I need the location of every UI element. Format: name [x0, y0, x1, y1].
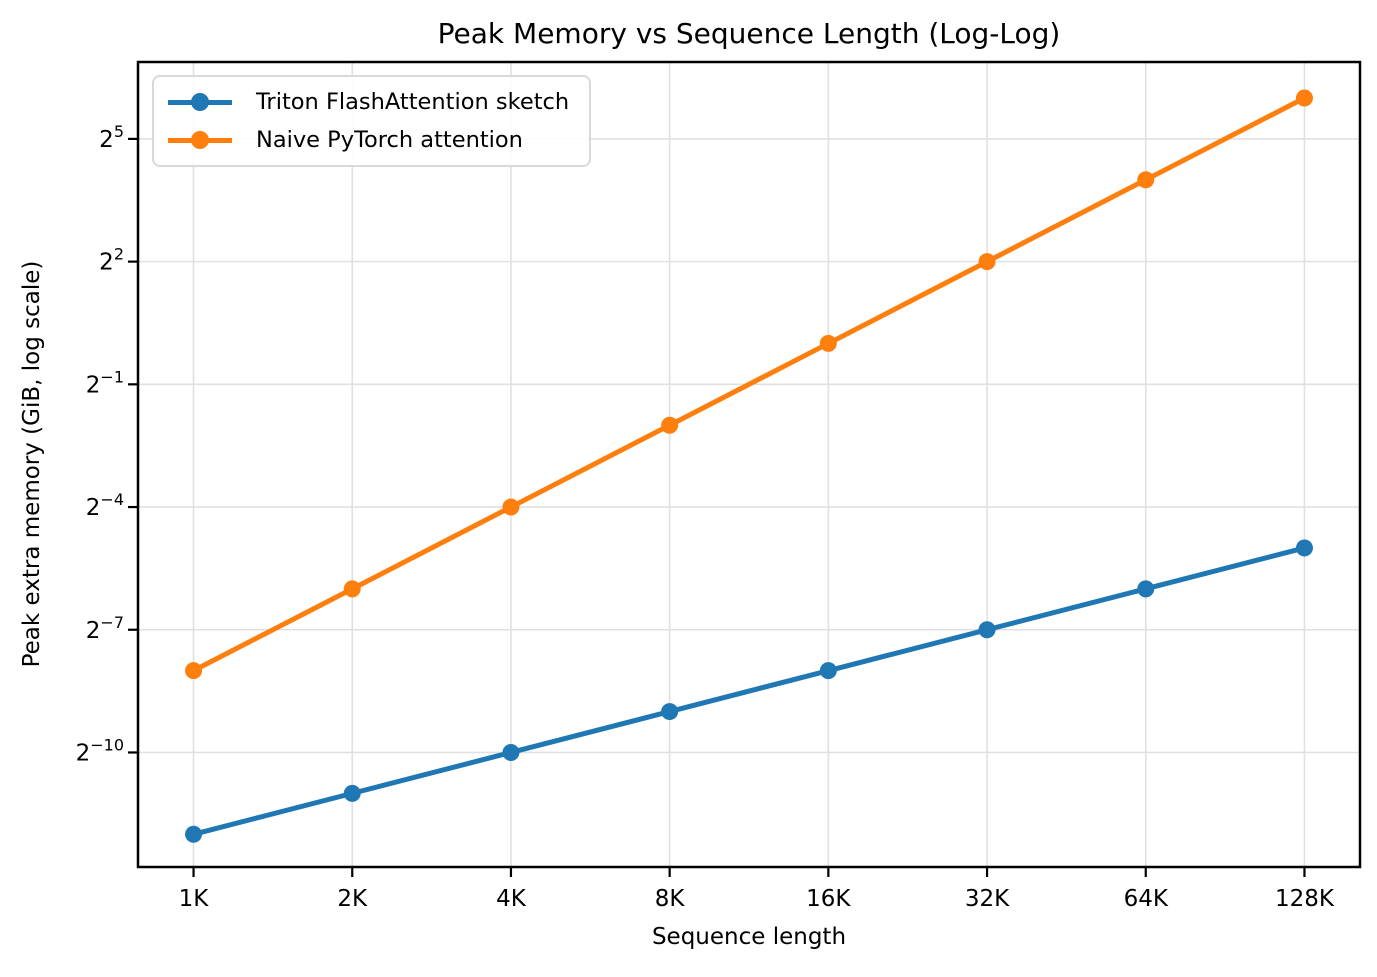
data-point-1-1K: [185, 662, 203, 680]
x-tick-label-1K: 1K: [179, 886, 210, 912]
data-point-1-8K: [661, 416, 679, 434]
x-tick-label-64K: 64K: [1124, 886, 1169, 912]
legend-item-triton: Triton FlashAttention sketch: [168, 89, 569, 115]
y-tick-label-2^5: 25: [99, 122, 124, 153]
y-tick-label-2^-10: 2−10: [76, 735, 124, 766]
legend-label-triton: Triton FlashAttention sketch: [256, 89, 570, 115]
data-point-0-32K: [978, 621, 996, 639]
y-tick-label-2^-7: 2−7: [86, 613, 124, 644]
y-tick-label-2^-4: 2−4: [86, 490, 124, 521]
data-point-0-2K: [343, 784, 361, 802]
axes-frame: [136, 60, 1362, 869]
data-point-0-64K: [1137, 580, 1155, 598]
data-point-1-2K: [343, 580, 361, 598]
x-tick-label-4K: 4K: [496, 886, 527, 912]
x-tick-label-2K: 2K: [337, 886, 368, 912]
x-tick-label-8K: 8K: [655, 886, 686, 912]
legend-line-marker-icon: [168, 130, 232, 150]
data-point-0-16K: [819, 662, 837, 680]
series-line-1: [191, 95, 1307, 674]
data-point-1-4K: [502, 498, 520, 516]
data-point-1-128K: [1295, 89, 1313, 107]
legend-line-marker-icon: [168, 92, 232, 112]
legend: Triton FlashAttention sketch Naive PyTor…: [152, 75, 592, 167]
data-point-0-1K: [185, 825, 203, 843]
x-axis-label: Sequence length: [651, 924, 847, 950]
chart-title: Peak Memory vs Sequence Length (Log-Log): [437, 17, 1061, 50]
series-line-0: [191, 545, 1307, 837]
data-point-0-4K: [502, 743, 520, 761]
data-point-1-32K: [978, 253, 996, 271]
x-tick-label-128K: 128K: [1275, 886, 1335, 912]
y-axis-label: Peak extra memory (GiB, log scale): [19, 260, 45, 668]
data-point-0-8K: [661, 703, 679, 721]
y-tick-label-2^-1: 2−1: [86, 367, 124, 398]
y-tick-label-2^2: 22: [99, 245, 124, 276]
legend-label-naive: Naive PyTorch attention: [256, 127, 523, 153]
data-point-1-64K: [1137, 171, 1155, 189]
x-tick-label-32K: 32K: [965, 886, 1010, 912]
legend-item-naive: Naive PyTorch attention: [168, 127, 569, 153]
x-tick-label-16K: 16K: [806, 886, 851, 912]
data-point-0-128K: [1295, 539, 1313, 557]
data-point-1-16K: [819, 334, 837, 352]
